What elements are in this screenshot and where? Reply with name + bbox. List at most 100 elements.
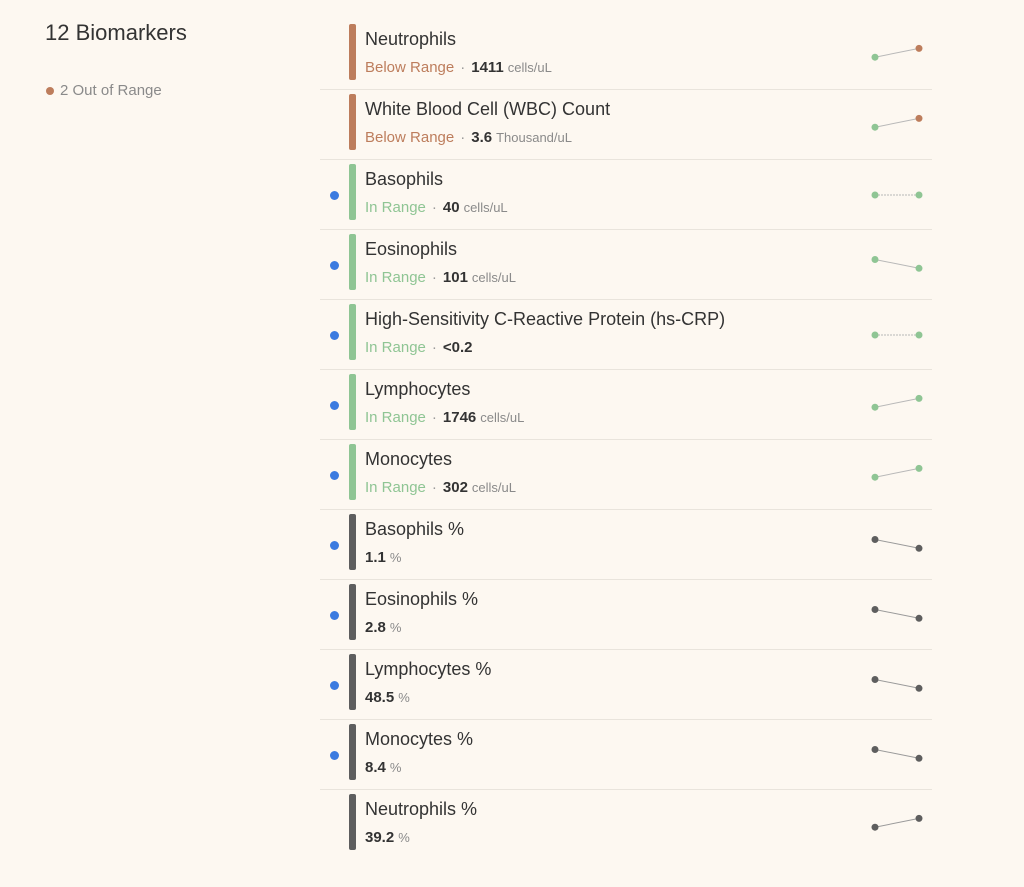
biomarker-name: Lymphocytes % — [365, 659, 492, 679]
trend-point-previous — [871, 53, 879, 61]
biomarker-row[interactable]: Eosinophils In Range · 101 cells/uL — [320, 230, 932, 300]
biomarker-row[interactable]: Lymphocytes In Range · 1746 cells/uL — [320, 370, 932, 440]
range-indicator-bar — [349, 234, 356, 290]
biomarker-result: In Range · <0.2 — [365, 339, 477, 356]
trend-point-previous — [871, 823, 879, 831]
biomarker-value: 39.2 — [365, 829, 395, 846]
trend-line — [874, 749, 920, 759]
biomarker-row[interactable]: Basophils % 1.1% — [320, 510, 932, 580]
biomarker-result: 48.5% — [365, 689, 410, 706]
trend-sparkline[interactable] — [868, 40, 928, 70]
trend-sparkline[interactable] — [868, 250, 928, 280]
trend-point-latest — [915, 814, 923, 822]
biomarker-name: White Blood Cell (WBC) Count — [365, 99, 611, 119]
biomarker-name: High-Sensitivity C-Reactive Protein (hs-… — [365, 309, 726, 329]
separator: · — [431, 479, 437, 496]
trend-point-previous — [871, 676, 879, 683]
biomarker-value: 48.5 — [365, 689, 395, 706]
trend-sparkline[interactable] — [868, 530, 928, 560]
trend-point-latest — [915, 684, 923, 692]
biomarker-value: 101 — [442, 269, 468, 286]
trend-point-latest — [915, 464, 923, 472]
trend-point-previous — [871, 191, 879, 199]
new-result-dot-icon — [330, 681, 339, 690]
biomarker-name: Eosinophils — [365, 239, 458, 259]
separator: · — [431, 269, 437, 286]
biomarker-value: 1411 — [471, 59, 504, 76]
range-status: In Range — [365, 269, 426, 286]
biomarker-result: 39.2% — [365, 829, 410, 846]
new-result-dot-icon — [330, 261, 339, 270]
range-status: Below Range — [365, 129, 455, 146]
trend-point-latest — [915, 44, 923, 52]
biomarker-unit: cells/uL — [480, 410, 525, 425]
range-status: In Range — [365, 339, 426, 356]
new-result-dot-icon — [330, 611, 339, 620]
biomarker-unit: cells/uL — [463, 200, 508, 215]
trend-line — [874, 467, 920, 478]
trend-sparkline[interactable] — [868, 390, 928, 420]
trend-point-latest — [915, 191, 923, 199]
range-indicator-bar — [349, 794, 356, 850]
biomarker-row[interactable]: Basophils In Range · 40 cells/uL — [320, 160, 932, 230]
trend-sparkline[interactable] — [868, 740, 928, 770]
biomarker-result: 2.8% — [365, 619, 401, 636]
biomarker-row[interactable]: Monocytes % 8.4% — [320, 720, 932, 790]
biomarker-row[interactable]: Monocytes In Range · 302 cells/uL — [320, 440, 932, 510]
out-of-range-dot-icon — [46, 86, 54, 95]
trend-sparkline[interactable] — [868, 320, 928, 350]
trend-line — [874, 47, 920, 58]
out-of-range-label: 2 Out of Range — [60, 82, 162, 99]
new-result-dot-icon — [330, 191, 339, 200]
biomarker-row[interactable]: Neutrophils % 39.2% — [320, 790, 932, 860]
range-status: In Range — [365, 199, 426, 216]
trend-point-previous — [871, 473, 879, 481]
trend-point-latest — [915, 394, 923, 402]
trend-sparkline[interactable] — [868, 600, 928, 630]
trend-sparkline[interactable] — [868, 810, 928, 840]
range-indicator-bar — [349, 584, 356, 640]
range-indicator-bar — [349, 24, 356, 80]
biomarker-value: 302 — [442, 479, 468, 496]
biomarker-result: 1.1% — [365, 549, 401, 566]
biomarker-name: Basophils % — [365, 519, 465, 539]
biomarker-name: Lymphocytes — [365, 379, 471, 399]
summary-title: 12 Biomarkers — [45, 20, 187, 45]
trend-point-previous — [871, 123, 879, 131]
biomarker-unit: % — [389, 550, 402, 565]
trend-point-latest — [915, 614, 923, 622]
biomarker-result: Below Range · 3.6 Thousand/uL — [365, 129, 572, 146]
biomarker-row[interactable]: Neutrophils Below Range · 1411 cells/uL — [320, 20, 932, 90]
separator: · — [431, 199, 437, 216]
new-result-dot-icon — [330, 331, 339, 340]
biomarker-name: Neutrophils — [365, 29, 457, 49]
trend-sparkline[interactable] — [868, 180, 928, 210]
trend-point-previous — [871, 331, 879, 339]
biomarker-result: In Range · 302 cells/uL — [365, 479, 516, 496]
biomarker-row[interactable]: High-Sensitivity C-Reactive Protein (hs-… — [320, 300, 932, 370]
trend-sparkline[interactable] — [868, 460, 928, 490]
trend-sparkline[interactable] — [868, 670, 928, 700]
out-of-range-filter[interactable]: 2 Out of Range — [46, 82, 162, 99]
biomarker-unit: cells/uL — [471, 270, 516, 285]
biomarker-row[interactable]: Eosinophils % 2.8% — [320, 580, 932, 650]
trend-line — [874, 259, 920, 269]
trend-sparkline[interactable] — [868, 110, 928, 140]
range-indicator-bar — [349, 94, 356, 150]
range-status: In Range — [365, 409, 426, 426]
biomarker-row[interactable]: Lymphocytes % 48.5% — [320, 650, 932, 720]
biomarker-name: Eosinophils % — [365, 589, 479, 609]
biomarker-value: <0.2 — [442, 339, 473, 356]
trend-point-previous — [871, 403, 879, 411]
biomarker-result: 8.4% — [365, 759, 401, 776]
biomarker-name: Monocytes % — [365, 729, 474, 749]
trend-line — [874, 817, 920, 828]
biomarker-unit: Thousand/uL — [496, 130, 572, 145]
trend-point-latest — [915, 264, 923, 272]
range-indicator-bar — [349, 374, 356, 430]
biomarker-unit: cells/uL — [507, 60, 552, 75]
biomarker-row[interactable]: White Blood Cell (WBC) Count Below Range ·… — [320, 90, 932, 160]
new-result-dot-icon — [330, 541, 339, 550]
range-indicator-bar — [349, 724, 356, 780]
range-indicator-bar — [349, 164, 356, 220]
